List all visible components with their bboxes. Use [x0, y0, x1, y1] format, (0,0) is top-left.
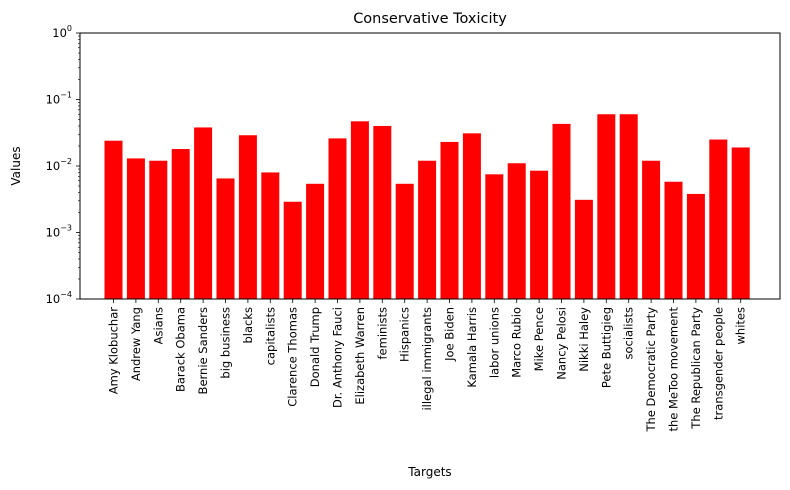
x-tick-label: The Democratic Party [644, 307, 658, 433]
y-tick-label: 10−1 [46, 91, 72, 107]
x-tick-label: Dr. Anthony Fauci [331, 307, 345, 408]
chart-title: Conservative Toxicity [353, 11, 507, 27]
x-tick-label: feminists [375, 307, 389, 360]
x-tick-label: Bernie Sanders [196, 307, 210, 394]
x-axis-ticks: Amy Klobuchar Andrew Yang Asians Barack Oba… [107, 299, 748, 433]
x-tick-label: Andrew Yang [129, 307, 143, 381]
x-tick-label: Asians [151, 307, 165, 344]
x-tick-label: Kamala Harris [465, 307, 479, 388]
x-tick-label: The Republican Party [689, 307, 703, 430]
bar-18 [507, 163, 526, 299]
bar-12 [373, 125, 392, 299]
bar-7 [261, 172, 280, 299]
bar-8 [283, 201, 302, 299]
x-tick-label: illegal immigrants [420, 307, 434, 411]
bar-23 [619, 114, 638, 299]
x-tick-label: Joe Biden [443, 307, 457, 362]
y-axis-ticks: 10−4 10−3 10−2 10−1 100 [46, 24, 80, 306]
x-tick-label: Clarence Thomas [286, 307, 300, 407]
bar-19 [530, 170, 549, 299]
x-tick-label: transgender people [711, 307, 725, 420]
x-tick-label: big business [219, 307, 233, 379]
bar-20 [552, 123, 571, 299]
bar-25 [664, 181, 683, 299]
bar-16 [462, 133, 481, 299]
x-tick-label: the MeToo movement [667, 307, 681, 432]
x-tick-label: labor unions [487, 307, 501, 378]
x-tick-label: Hispanics [398, 307, 412, 362]
y-tick-label: 100 [52, 24, 72, 40]
bar-15 [440, 141, 459, 299]
x-tick-label: Elizabeth Warren [353, 307, 367, 405]
bars-group [104, 114, 750, 300]
x-tick-label: Mike Pence [532, 307, 546, 371]
bar-24 [642, 160, 661, 299]
x-axis-label: Targets [407, 465, 451, 479]
bar-6 [238, 135, 257, 299]
bar-13 [395, 183, 414, 299]
x-tick-label: whites [734, 307, 748, 344]
bar-1 [126, 158, 145, 299]
x-tick-label: Marco Rubio [510, 307, 524, 378]
bar-17 [485, 174, 504, 299]
x-tick-label: capitalists [263, 307, 277, 365]
bar-21 [574, 199, 593, 299]
bar-11 [350, 121, 369, 300]
bar-2 [149, 160, 168, 299]
x-tick-label: blacks [241, 307, 255, 344]
y-tick-label: 10−2 [46, 157, 72, 173]
x-tick-label: Donald Trump [308, 307, 322, 387]
x-tick-label: socialists [622, 307, 636, 359]
bar-4 [194, 127, 213, 299]
bar-26 [686, 193, 705, 299]
bar-5 [216, 178, 235, 299]
x-tick-label: Barack Obama [174, 307, 188, 392]
bar-3 [171, 149, 190, 299]
bar-9 [306, 183, 325, 299]
y-tick-label: 10−3 [46, 224, 72, 240]
bar-0 [104, 140, 123, 299]
bar-27 [709, 139, 728, 299]
x-tick-label: Pete Buttigieg [599, 307, 613, 388]
bar-14 [418, 160, 437, 299]
plot-frame [79, 32, 781, 300]
bar-22 [597, 114, 616, 299]
bar-10 [328, 138, 347, 299]
x-tick-label: Amy Klobuchar [107, 307, 121, 395]
x-tick-label: Nikki Haley [577, 307, 591, 372]
y-axis-label: Values [9, 146, 23, 185]
bar-28 [731, 147, 750, 299]
y-tick-label: 10−4 [46, 290, 72, 306]
x-tick-label: Nancy Pelosi [555, 307, 569, 380]
